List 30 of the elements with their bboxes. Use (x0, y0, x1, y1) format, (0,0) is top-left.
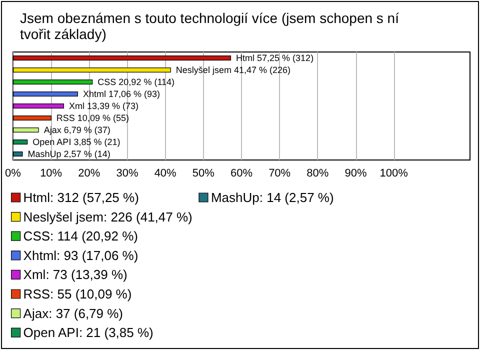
legend-label: Xml: 73 (13,39 %) (23, 267, 128, 282)
legend-label: Open API: 21 (3,85 %) (23, 325, 154, 340)
data-label: Xhtml 17,06 % (93) (82, 89, 160, 99)
x-tick-label: 60% (230, 168, 253, 180)
x-tick-label: 30% (116, 168, 138, 180)
x-tick-label: 70% (268, 168, 291, 180)
data-label: Html 57,25 % (312) (236, 53, 314, 63)
data-label: MashUp 2,57 % (14) (28, 149, 110, 159)
legend-label: MashUp: 14 (2,57 %) (210, 190, 334, 205)
legend-label: Html: 312 (57,25 %) (23, 190, 139, 205)
x-tick-label: 90% (344, 168, 367, 180)
data-label: Open API 3,85 % (21) (32, 137, 120, 147)
x-tick-label: 0% (5, 168, 22, 180)
x-tick-label: 20% (78, 168, 100, 180)
x-tick-label: 100% (380, 168, 408, 180)
x-tick-label: 50% (192, 168, 215, 180)
legend-label: Ajax: 37 (6,79 %) (23, 306, 124, 321)
legend-label: Xhtml: 93 (17,06 %) (23, 248, 138, 263)
legend-label: RSS: 55 (10,09 %) (23, 286, 132, 302)
x-tick-label: 40% (154, 168, 177, 180)
x-tick-label: 80% (306, 168, 329, 180)
chart-title: Jsem obeznámen s touto technologií více (jsem schopen s ní tvořit základy) (20, 10, 403, 42)
legend-label: CSS: 114 (20,92 %) (23, 228, 138, 244)
data-label: Xml 13,39 % (73) (68, 101, 139, 111)
legend-label: Neslyšel jsem: 226 (41,47 %) (23, 209, 192, 224)
data-label: RSS 10,09 % (55) (56, 113, 129, 123)
data-label: Ajax 6,79 % (37) (44, 125, 110, 135)
data-label: Neslyšel jsem 41,47 % (226) (176, 65, 290, 75)
data-label: CSS 20,92 % (114) (98, 77, 175, 87)
x-tick-label: 10% (40, 168, 62, 180)
